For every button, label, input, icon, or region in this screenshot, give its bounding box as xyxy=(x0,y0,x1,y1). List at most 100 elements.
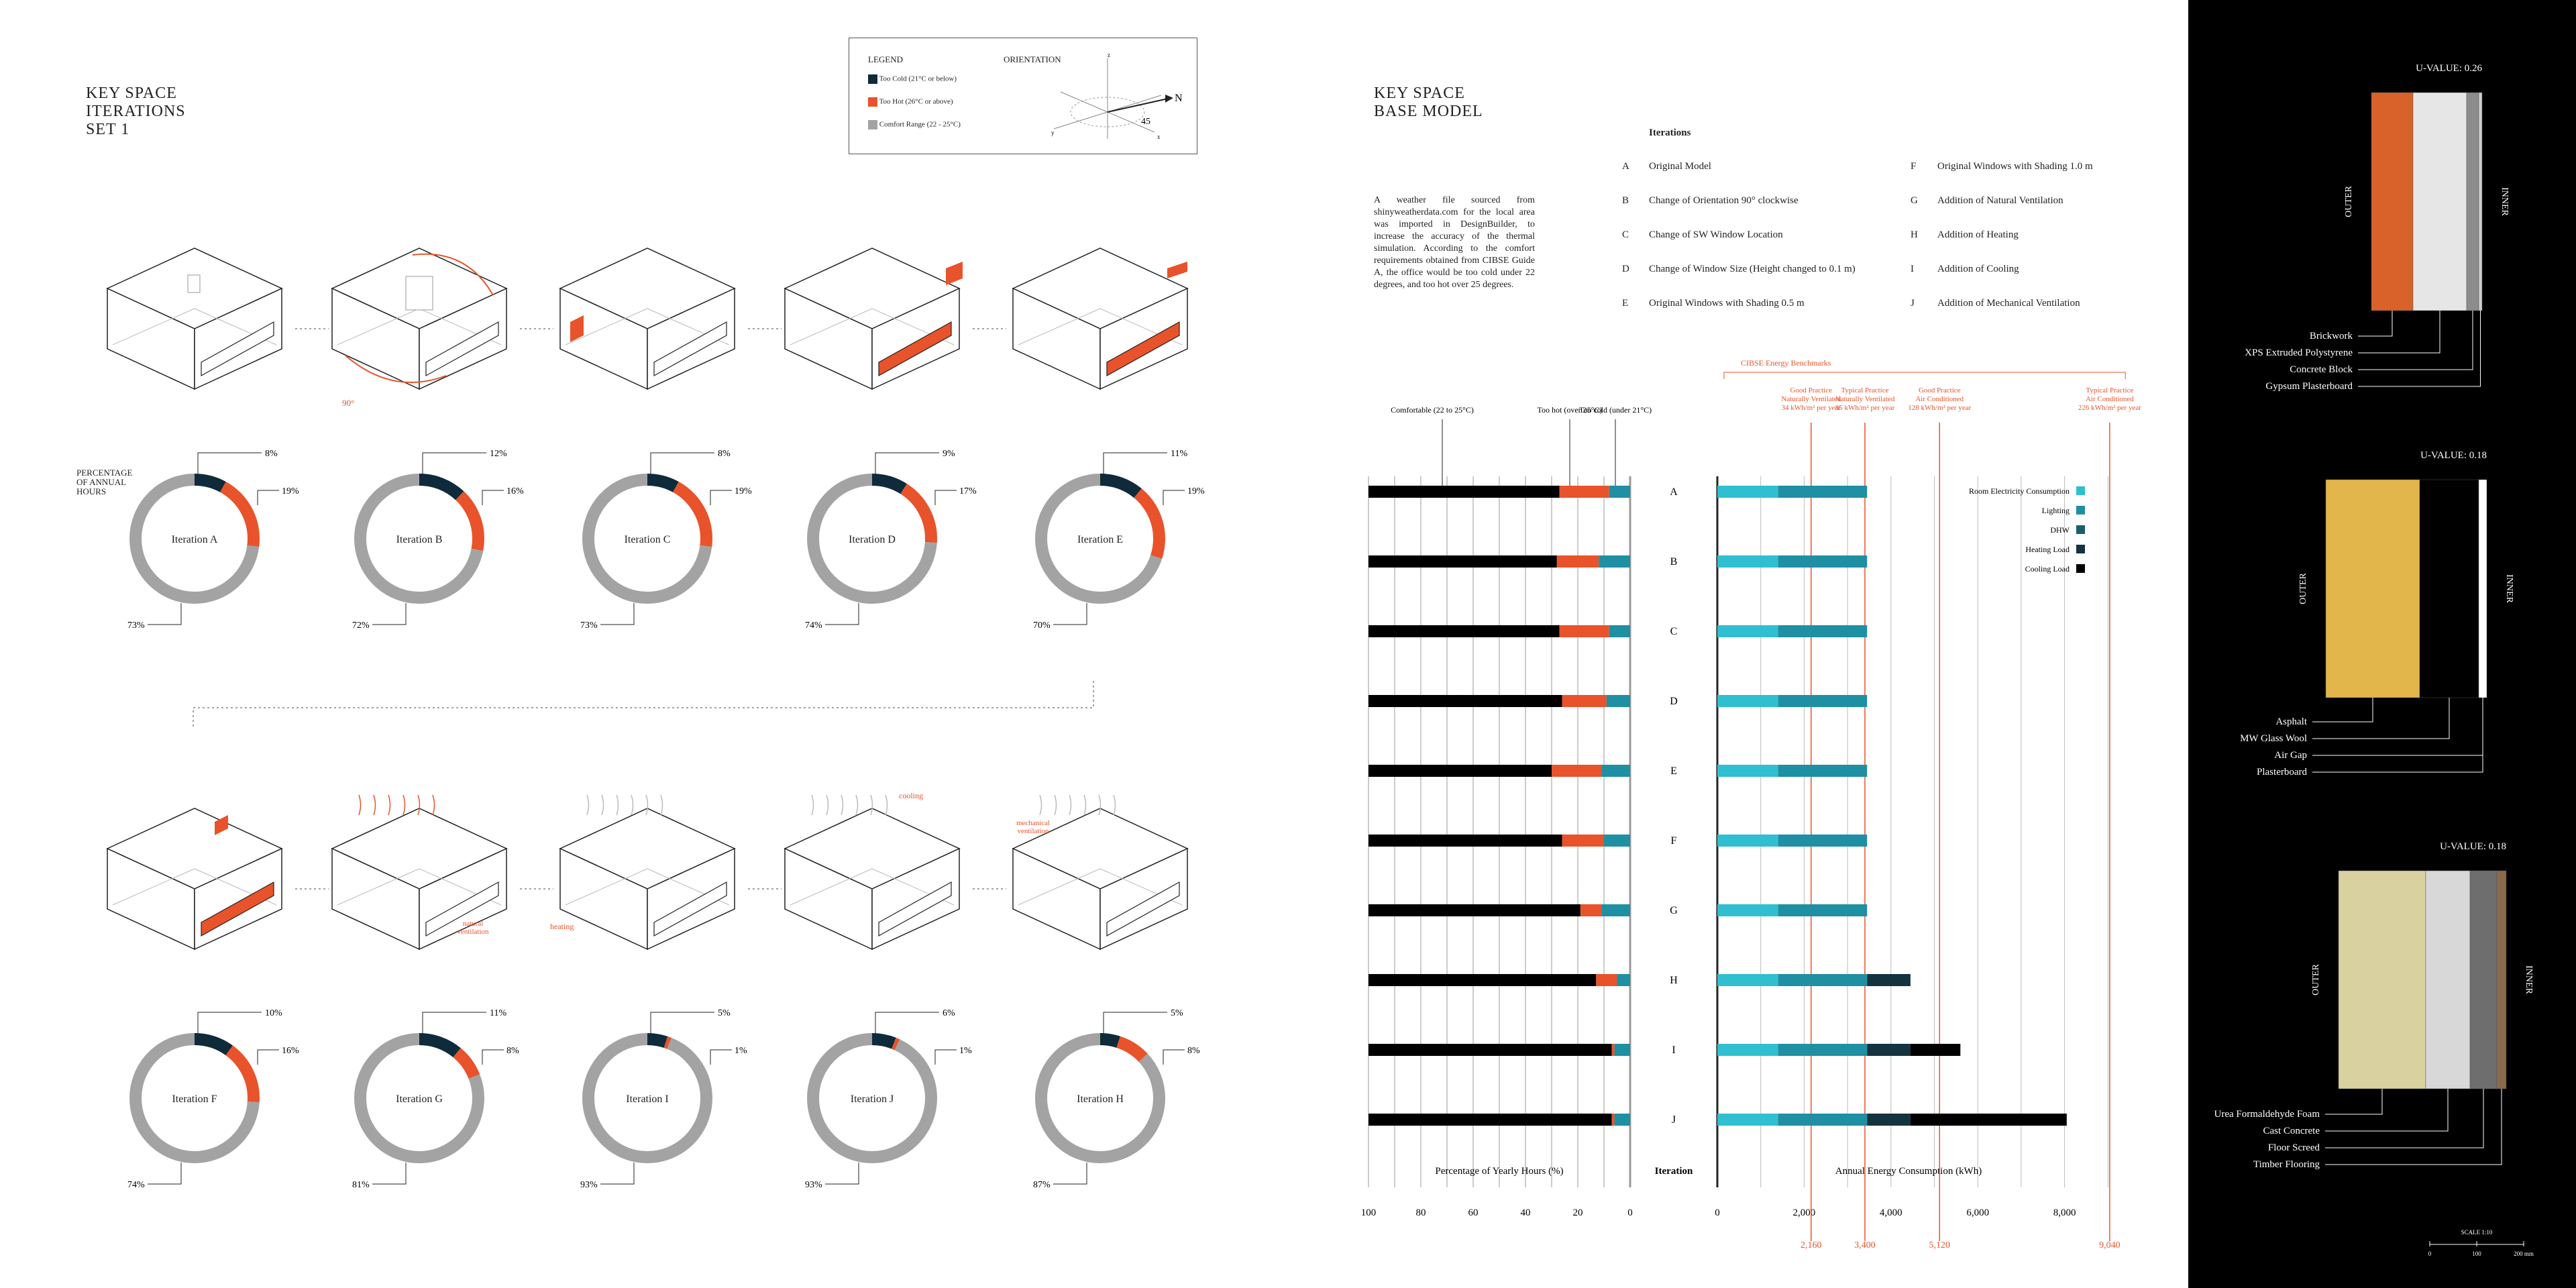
iteration-key: B xyxy=(1622,195,1629,206)
description: A weather file sourced from shinyweather… xyxy=(1374,195,1535,290)
airflow-icon xyxy=(402,794,406,816)
wall-leader-1-0 xyxy=(2312,698,2373,722)
donut-row1-4-name: Iteration E xyxy=(1077,534,1123,545)
middle-title: KEY SPACE BASE MODEL xyxy=(1374,85,1483,120)
energy-bar-J-0 xyxy=(1717,1114,1778,1126)
donut-row1-1-name: Iteration B xyxy=(396,534,443,545)
donut-row1-1-comfort-leader xyxy=(372,603,407,625)
category-axis-label: Iteration xyxy=(1655,1166,1693,1177)
bar-hot-D xyxy=(1562,695,1607,707)
donut-row2-2-cold-leader xyxy=(650,1012,714,1034)
donut-row2-1-cold-label: 11% xyxy=(490,1008,506,1018)
donut-row2-0-comfort-label: 74% xyxy=(127,1180,145,1190)
iteration-key: I xyxy=(1911,264,1914,274)
bar-cold-B xyxy=(1599,555,1630,568)
airflow-icon xyxy=(388,794,391,816)
donut-row1-0-comfort-leader xyxy=(148,603,182,625)
airflow-icon xyxy=(1039,794,1042,816)
donut-row2-2-comfort-label: 93% xyxy=(580,1180,598,1190)
iteration-desc: Original Model xyxy=(1649,161,1711,172)
pct-axis-label: Percentage of Yearly Hours (%) xyxy=(1435,1166,1563,1177)
iterations-list: A Original Model B Change of Orientation 90… xyxy=(1622,161,2172,315)
pct-legend-1: Too hot (over 25°C) xyxy=(1538,405,1603,415)
donut-row1-0-seg-hot xyxy=(129,474,260,604)
iteration-item-c: C Change of SW Window Location xyxy=(1622,229,1783,241)
airflow-icon xyxy=(811,794,814,816)
donut-row1-4-seg-hot xyxy=(1035,474,1165,604)
donut-row2-2-cold-label: 5% xyxy=(718,1008,731,1018)
donut-row1-0-hot-leader xyxy=(257,490,279,505)
energy-legend-swatch-1 xyxy=(2076,506,2085,515)
donut-row2-1-comfort-leader xyxy=(372,1163,407,1185)
wall-uvalue-2: U-VALUE: 0.18 xyxy=(2440,841,2506,852)
legend-item-comfort: Comfort Range (22 - 25°C) xyxy=(868,120,961,129)
airflow-icon xyxy=(417,794,421,816)
airflow-icon xyxy=(1069,794,1072,816)
energy-bar-I-3 xyxy=(1867,1044,1911,1056)
donut-row1-3-cold-leader xyxy=(875,452,939,474)
orientation-compass-icon: z y x N 45 xyxy=(1051,52,1183,140)
donut-row1-1-comfort-label: 72% xyxy=(352,621,370,631)
iteration-desc: Addition of Natural Ventilation xyxy=(1937,195,2063,206)
donut-row1-1-cold-label: 12% xyxy=(490,449,507,459)
donut-row1-0: Iteration A 8% 19% 73% xyxy=(127,449,299,631)
donut-row2-3-hot-leader xyxy=(934,1049,957,1065)
wall-layer-2-0 xyxy=(2338,870,2426,1089)
energy-bar-H-3 xyxy=(1867,974,1911,986)
iso-box-row1-4 xyxy=(1012,248,1189,390)
donut-row1-3: Iteration D 9% 17% 74% xyxy=(805,449,977,631)
wall-layer-2-2 xyxy=(2469,870,2498,1089)
energy-bar-A-1 xyxy=(1778,486,1868,498)
pct-tick: 20 xyxy=(1573,1208,1583,1218)
wall-leader-2-2 xyxy=(2325,1089,2484,1148)
wall-layer-label-0-3: Gypsum Plasterboard xyxy=(2265,381,2353,392)
rotation-arrow-icon xyxy=(345,355,447,383)
wall-leader-0-0 xyxy=(2358,311,2393,337)
legend-item-cold: Too Cold (21°C or below) xyxy=(868,74,957,84)
benchmark-label-2: Good Practice Air Conditioned 128 kWh/m² p… xyxy=(1908,386,1971,412)
bar-cold-E xyxy=(1601,765,1630,777)
bar-comfort-B xyxy=(1368,555,1557,568)
wall-leader-2-3 xyxy=(2325,1089,2502,1165)
donut-row1-0-cold-leader xyxy=(197,452,262,474)
bar-cold-D xyxy=(1606,695,1630,707)
energy-bar-H-0 xyxy=(1717,974,1778,986)
donut-row2-4: Iteration H 5% 8% 87% xyxy=(1033,1008,1200,1190)
iteration-desc: Change of Orientation 90° clockwise xyxy=(1649,195,1799,206)
benchmark-value-3: 9,040 xyxy=(2099,1240,2121,1250)
bar-comfort-F xyxy=(1368,835,1562,847)
donut-row1-1: Iteration B 12% 16% 72% xyxy=(352,449,524,631)
donut-row2-1-hot-leader xyxy=(482,1049,504,1065)
bar-hot-H xyxy=(1596,974,1617,986)
airflow-icon xyxy=(1054,794,1057,816)
donut-row2-3-comfort-leader xyxy=(825,1163,859,1185)
rotation-arrow-icon xyxy=(412,253,494,296)
wall-inner-0: INNER xyxy=(2500,187,2510,216)
donut-row2-4-cold-label: 5% xyxy=(1171,1008,1183,1018)
donut-row2-4-comfort-leader xyxy=(1053,1163,1087,1185)
bar-hot-C xyxy=(1559,625,1609,637)
donut-row2-2-comfort-leader xyxy=(600,1163,635,1185)
energy-bar-J-1 xyxy=(1778,1114,1868,1126)
iteration-item-i: I Addition of Cooling xyxy=(1911,264,2019,275)
iteration-key: A xyxy=(1622,161,1629,172)
legend-box: LEGEND Too Cold (21°C or below) Too Hot … xyxy=(849,38,1197,154)
benchmark-label-3: Typical Practice Air Conditioned 226 kWh/m… xyxy=(2078,386,2141,412)
airflow-icon xyxy=(358,794,362,816)
donut-row1-0-seg-comfort xyxy=(129,474,260,604)
energy-bar-E-0 xyxy=(1717,765,1778,777)
energy-bar-G-1 xyxy=(1778,904,1868,916)
donut-row2-0-hot-leader xyxy=(257,1049,279,1065)
donut-row1-3-seg-hot xyxy=(807,474,937,604)
donut-row1-3-hot-leader xyxy=(934,490,957,505)
legend-hot-text: Too Hot (26°C or above) xyxy=(879,97,953,106)
comfort-swatch xyxy=(868,120,877,129)
energy-bar-J-3 xyxy=(1867,1114,1911,1126)
wall-leader-1-3 xyxy=(2312,698,2483,773)
donut-row1-0-cold-label: 8% xyxy=(265,449,278,459)
wall-layer-2-1 xyxy=(2425,870,2471,1089)
iso-box-row2-1 xyxy=(331,808,508,951)
donut-row2-2-seg-comfort xyxy=(582,1033,712,1163)
benchmark-label-1: Typical Practice Naturally Ventilated 85 k… xyxy=(1835,386,1895,412)
wall-leader-2-1 xyxy=(2325,1089,2449,1132)
